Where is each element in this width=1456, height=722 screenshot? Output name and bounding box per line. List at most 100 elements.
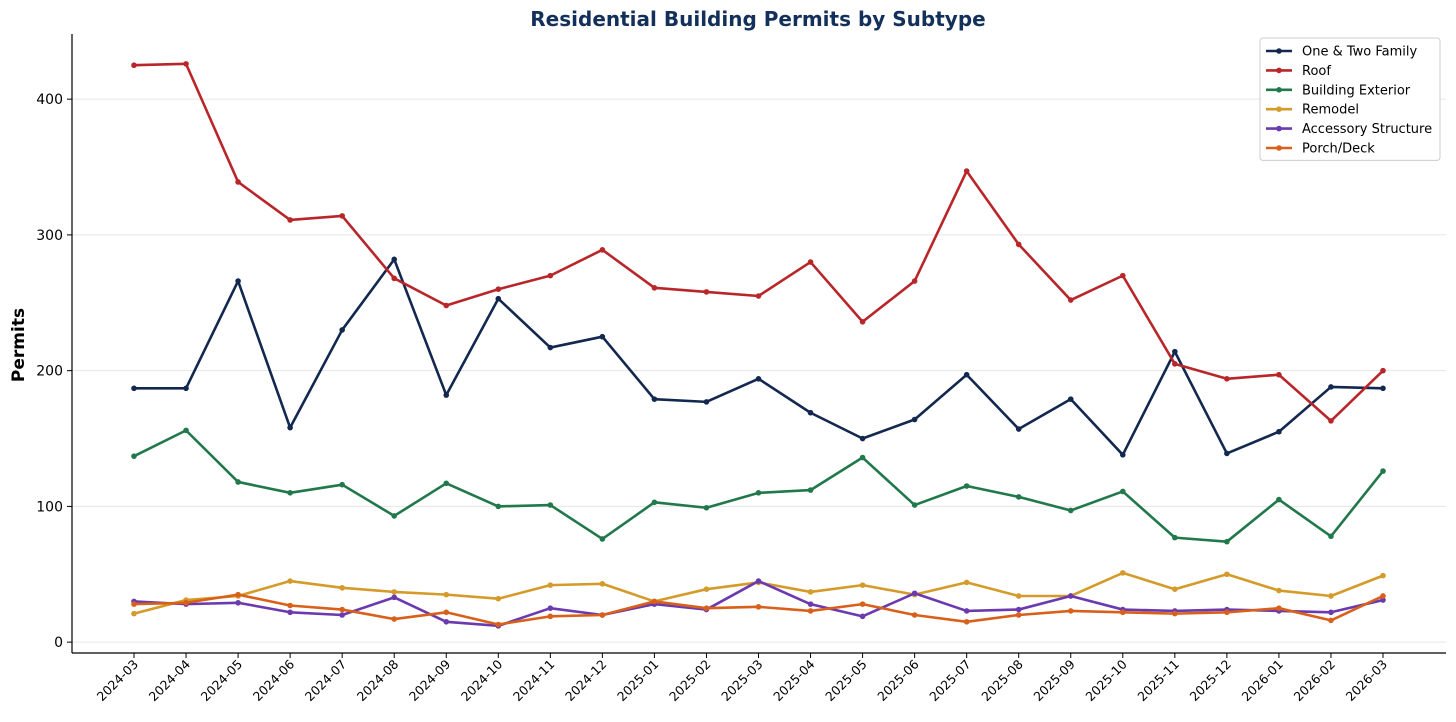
data-point xyxy=(807,608,814,614)
data-point xyxy=(963,608,970,614)
x-tick-label: 2025-02 xyxy=(666,657,714,705)
data-point xyxy=(859,435,866,442)
legend-label: Accessory Structure xyxy=(1302,122,1432,137)
data-point xyxy=(859,601,866,607)
data-point xyxy=(1172,348,1178,355)
data-point xyxy=(1380,367,1386,374)
series-line xyxy=(132,258,1385,457)
data-point xyxy=(183,61,189,67)
legend-item: Porch/Deck xyxy=(1266,142,1375,157)
x-tick-label: 2025-03 xyxy=(718,657,766,705)
data-point xyxy=(755,490,762,496)
x-tick-label: 2024-09 xyxy=(406,656,454,704)
data-point xyxy=(1015,612,1022,618)
data-point xyxy=(287,490,293,496)
data-point xyxy=(911,612,918,618)
data-point xyxy=(547,582,554,588)
data-point xyxy=(1276,428,1282,435)
x-tick-label: 2024-04 xyxy=(146,656,194,704)
data-point xyxy=(651,396,658,402)
legend-item: Remodel xyxy=(1266,103,1359,118)
x-tick-label: 2025-05 xyxy=(822,657,870,705)
x-tick-label: 2025-11 xyxy=(1134,657,1182,705)
series-building-exterior xyxy=(131,427,1386,545)
data-point xyxy=(443,591,450,598)
x-tick-label: 2025-06 xyxy=(874,656,922,704)
data-point xyxy=(1067,593,1074,599)
data-point xyxy=(1067,396,1074,402)
data-point xyxy=(443,302,450,309)
data-point xyxy=(287,424,293,431)
data-point xyxy=(547,344,554,351)
data-point xyxy=(1067,608,1074,614)
series-lines xyxy=(131,61,1386,629)
data-point xyxy=(391,256,398,263)
chart-title: Residential Building Permits by Subtype xyxy=(530,7,985,31)
data-point xyxy=(963,483,970,489)
data-point xyxy=(287,217,293,223)
legend-item: Roof xyxy=(1266,64,1331,79)
data-point xyxy=(911,502,918,508)
data-point xyxy=(1119,570,1126,576)
data-point xyxy=(235,179,241,185)
data-point xyxy=(1328,609,1334,616)
x-tick-label: 2025-12 xyxy=(1186,657,1234,705)
data-point xyxy=(1119,488,1126,495)
x-tick-label: 2024-10 xyxy=(458,656,506,704)
data-point xyxy=(547,605,554,612)
data-point xyxy=(1172,361,1178,367)
data-point xyxy=(1015,426,1022,432)
series-one-two-family xyxy=(131,256,1386,458)
data-point xyxy=(599,247,606,253)
legend-label: One & Two Family xyxy=(1302,45,1418,60)
x-tick-label: 2024-11 xyxy=(510,657,558,705)
legend-swatch-marker xyxy=(1276,87,1282,93)
legend-swatch-marker xyxy=(1276,48,1282,54)
x-tick-label: 2025-10 xyxy=(1082,656,1130,704)
data-point xyxy=(1224,375,1230,382)
data-point xyxy=(755,578,762,584)
data-point xyxy=(1119,272,1126,279)
data-point xyxy=(859,613,866,620)
y-axis-label: Permits xyxy=(9,308,29,382)
data-point xyxy=(1224,571,1230,578)
data-point xyxy=(807,487,814,493)
data-point xyxy=(131,453,137,459)
legend-item: One & Two Family xyxy=(1266,45,1418,60)
series-line xyxy=(132,429,1385,543)
x-tick-label: 2025-08 xyxy=(978,656,1026,704)
data-point xyxy=(391,513,398,519)
data-point xyxy=(703,289,710,295)
data-point xyxy=(755,293,762,299)
data-point xyxy=(287,609,293,616)
data-point xyxy=(651,598,658,605)
x-tick-label: 2024-05 xyxy=(198,657,246,705)
data-point xyxy=(339,327,345,333)
gridlines xyxy=(72,98,1446,643)
x-tick-label: 2026-01 xyxy=(1238,657,1286,705)
data-point xyxy=(131,385,137,392)
data-point xyxy=(599,580,606,587)
data-point xyxy=(807,589,814,595)
data-point xyxy=(1276,371,1282,378)
data-point xyxy=(1328,384,1334,390)
series-roof xyxy=(131,61,1386,424)
data-point xyxy=(183,427,189,434)
data-point xyxy=(703,586,710,592)
x-tick-label: 2025-09 xyxy=(1030,656,1078,704)
data-point xyxy=(1015,606,1022,613)
data-point xyxy=(391,275,398,282)
data-point xyxy=(443,480,450,487)
data-point xyxy=(599,536,606,542)
data-point xyxy=(1067,507,1074,514)
data-point xyxy=(131,62,137,69)
data-point xyxy=(755,375,762,382)
data-point xyxy=(391,616,398,622)
y-tick-label: 0 xyxy=(54,635,63,651)
series-porch-deck xyxy=(131,591,1386,628)
legend-label: Remodel xyxy=(1302,103,1359,118)
data-point xyxy=(1380,385,1386,392)
data-point xyxy=(963,168,970,174)
data-point xyxy=(1119,452,1126,458)
data-point xyxy=(339,213,345,219)
